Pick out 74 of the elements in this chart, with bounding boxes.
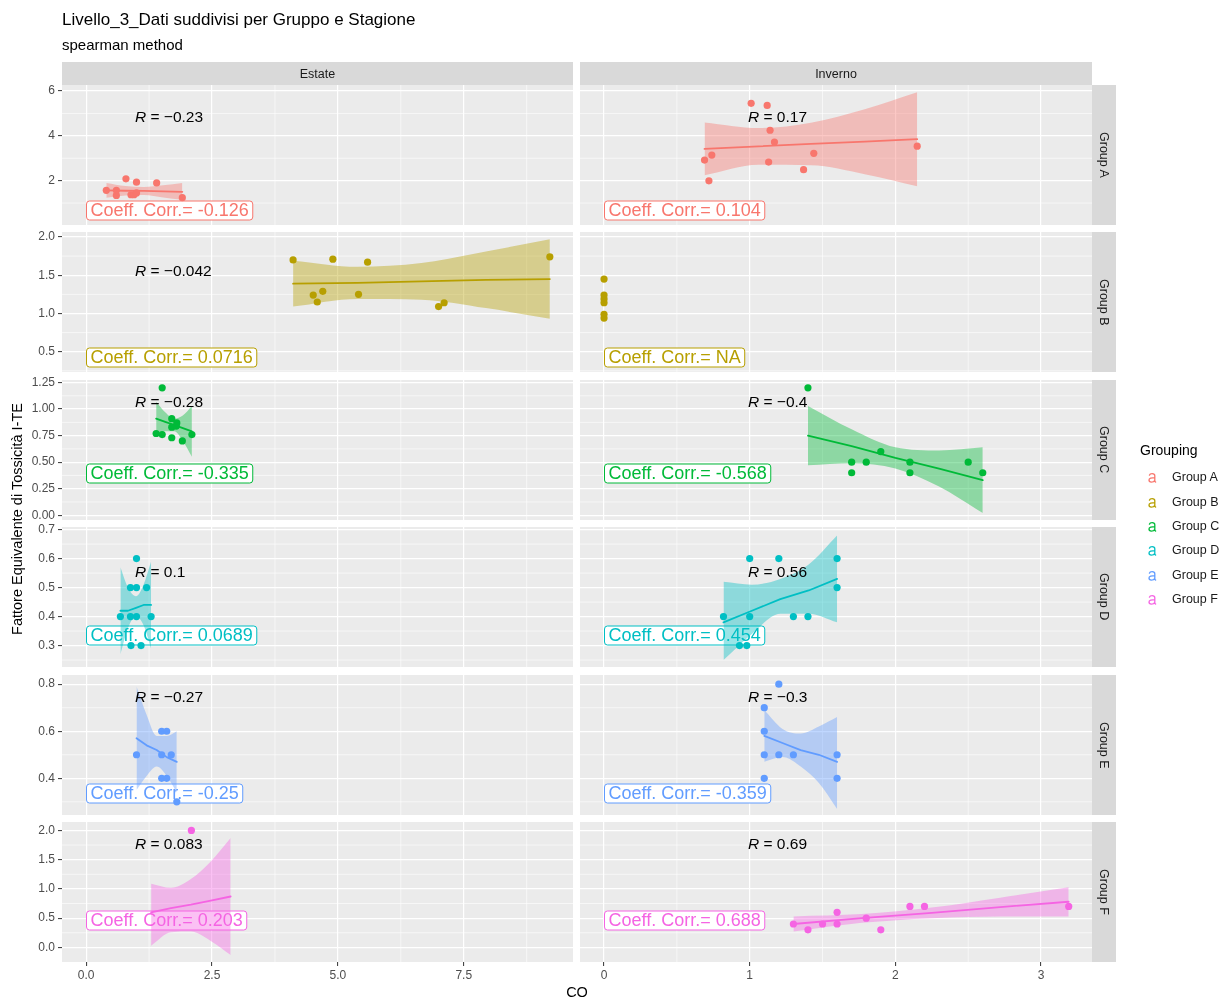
- y2-axis-title: Group E: [1097, 721, 1111, 769]
- y-tick-label: 0.5: [38, 344, 56, 359]
- y-tick-label: 0.4: [38, 770, 56, 785]
- chart-subtitle: spearman method: [62, 36, 183, 54]
- y-tick-label: 1.00: [31, 401, 56, 416]
- y-tick-label: 0.6: [38, 723, 56, 738]
- annotation: R = −0.3: [748, 687, 808, 705]
- y-tick-label: 0.25: [31, 481, 56, 495]
- x-tick-label: 1: [746, 967, 754, 982]
- y-tick-label: 0.50: [31, 454, 56, 469]
- x-tick-label: 3: [1037, 967, 1045, 982]
- chart-title: Livello_3_Dati suddivisi per Gruppo e Stagione: [62, 10, 416, 30]
- y-tick-label: 0.00: [31, 507, 56, 522]
- x-tick-label: 2: [892, 967, 900, 982]
- x2-axis-title: Inverno: [815, 66, 857, 81]
- annotation: R = 0.1: [135, 562, 186, 580]
- y-tick-label: 0.5: [38, 579, 56, 594]
- x2-axis-title: Estate: [299, 66, 336, 81]
- annotation: Coeff. Corr.= 0.0689: [90, 625, 253, 646]
- annotation: Coeff. Corr.= 0.688: [608, 910, 761, 931]
- y-tick-label: 0.8: [38, 676, 56, 691]
- annotation: Coeff. Corr.= -0.25: [90, 783, 239, 804]
- y-tick-label: 0.7: [38, 521, 56, 536]
- annotation: Coeff. Corr.= -0.126: [90, 200, 249, 221]
- legend-label: Group E: [1172, 567, 1219, 582]
- x-tick-label: 0: [600, 967, 608, 982]
- annotation: Coeff. Corr.= -0.335: [90, 463, 249, 484]
- y-axis-title: Fattore Equivalente di Tossicità I-TE: [9, 402, 25, 635]
- y2-axis-title: Group D: [1097, 573, 1111, 621]
- x-axis-title: CO: [566, 984, 588, 1000]
- annotation: Coeff. Corr.= 0.104: [608, 200, 761, 221]
- y-tick-label: 4: [48, 128, 56, 143]
- x-tick-label: 0.0: [77, 967, 95, 982]
- y-tick-label: 0.75: [31, 427, 56, 442]
- x-tick-label: 7.5: [455, 967, 473, 982]
- y-tick-label: 0.3: [38, 637, 56, 652]
- y-tick-label: 1.5: [38, 267, 56, 282]
- y-tick-label: 1.0: [38, 305, 56, 320]
- annotation: R = 0.69: [748, 834, 808, 852]
- annotation: R = 0.17: [748, 107, 808, 125]
- annotation: Coeff. Corr.= -0.568: [608, 463, 767, 484]
- annotation: R = −0.28: [135, 392, 204, 410]
- legend-label: Group C: [1172, 519, 1220, 534]
- annotation: Coeff. Corr.= NA: [608, 347, 741, 368]
- y-tick-label: 0.5: [38, 910, 56, 925]
- annotation: R = 0.083: [135, 834, 203, 852]
- y2-axis-title: Group B: [1097, 278, 1111, 326]
- y2-axis-title: Group A: [1097, 132, 1111, 178]
- annotation: Coeff. Corr.= -0.359: [608, 783, 767, 804]
- legend-label: Group A: [1172, 470, 1218, 485]
- annotation: Coeff. Corr.= 0.0716: [90, 347, 253, 368]
- legend-title: Grouping: [1140, 441, 1198, 460]
- y-tick-label: 2: [48, 172, 56, 187]
- y-tick-label: 0.6: [38, 550, 56, 565]
- y-tick-label: 0.4: [38, 608, 56, 623]
- annotation: R = −0.23: [135, 107, 204, 125]
- y2-axis-title: Group C: [1097, 426, 1111, 474]
- legend-label: Group B: [1172, 494, 1219, 509]
- legend-label: Group F: [1172, 592, 1218, 607]
- annotation: R = −0.042: [135, 261, 212, 279]
- y-tick-label: 6: [48, 83, 56, 98]
- y-tick-label: 1.0: [38, 881, 56, 896]
- annotation: R = −0.4: [748, 392, 808, 410]
- y-tick-label: 0.0: [38, 939, 56, 954]
- y-tick-label: 2.0: [38, 822, 56, 837]
- legend-label: Group D: [1172, 543, 1220, 558]
- y-tick-label: 1.5: [38, 851, 56, 866]
- y2-axis-title: Group F: [1097, 869, 1111, 915]
- annotation: R = −0.27: [135, 687, 204, 705]
- x-tick-label: 5.0: [329, 967, 347, 982]
- x-tick-label: 2.5: [203, 967, 221, 982]
- y-tick-label: 2.0: [38, 229, 56, 244]
- y-tick-label: 1.25: [31, 374, 56, 389]
- annotation: R = 0.56: [748, 562, 808, 580]
